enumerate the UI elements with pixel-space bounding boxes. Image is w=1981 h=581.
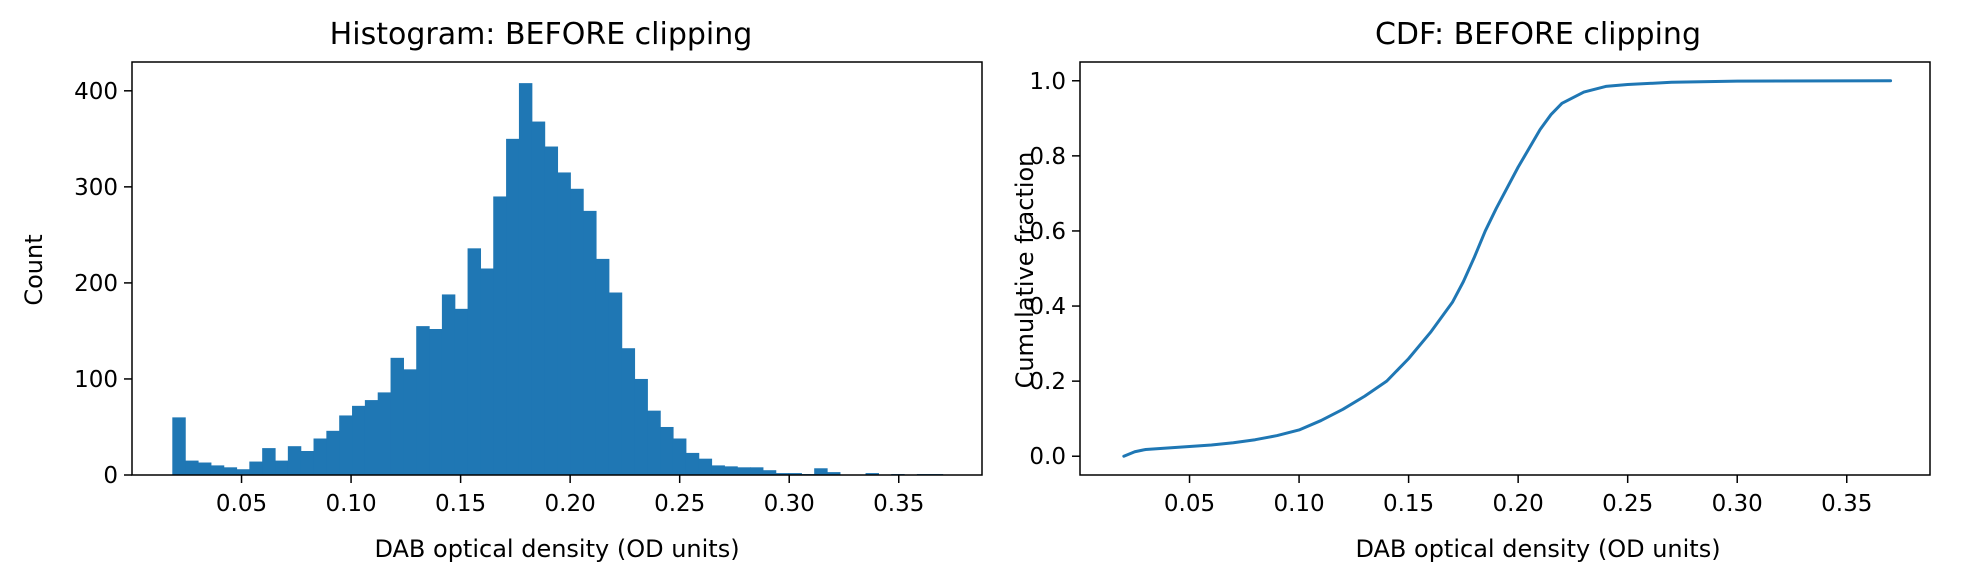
cdf-y-axis-label: Cumulative fraction <box>1011 152 1039 389</box>
histogram-bar <box>865 473 879 475</box>
histogram-bar <box>390 357 404 475</box>
histogram-bar <box>467 248 482 475</box>
histogram-y-tick-label: 0 <box>103 463 118 489</box>
histogram-bar <box>621 348 636 475</box>
histogram-bar <box>634 378 648 475</box>
histogram-bar <box>570 188 584 475</box>
histogram-x-tick-label: 0.05 <box>216 491 267 517</box>
cdf-x-ticks: 0.05 0.10 0.15 0.20 0.25 0.30 0.35 <box>1164 475 1872 517</box>
histogram-x-tick-label: 0.15 <box>435 491 486 517</box>
histogram-bar <box>814 468 828 475</box>
histogram-bar <box>647 410 661 475</box>
histogram-title: Histogram: BEFORE clipping <box>330 17 753 52</box>
histogram-bar <box>698 458 713 475</box>
histogram-y-tick-label: 300 <box>74 175 118 201</box>
cdf-series <box>1122 79 1893 458</box>
histogram-bar <box>223 467 238 475</box>
histogram-bar <box>249 461 263 475</box>
histogram-bars <box>172 83 944 476</box>
cdf-y-tick-label: 0.6 <box>1029 219 1066 245</box>
histogram-bar <box>429 329 443 475</box>
histogram-bar <box>236 469 250 475</box>
histogram-bar <box>557 172 571 475</box>
cdf-y-tick-label: 1.0 <box>1029 69 1066 95</box>
histogram-y-tick-label: 400 <box>74 79 118 105</box>
cdf-x-tick-label: 0.10 <box>1273 491 1324 517</box>
histogram-bar <box>711 465 725 475</box>
cdf-y-tick-label: 0.4 <box>1029 294 1066 320</box>
cdf-x-tick-label: 0.35 <box>1821 491 1872 517</box>
histogram-bar <box>339 415 353 475</box>
histogram-bar <box>185 460 199 475</box>
histogram-x-ticks: 0.05 0.10 0.15 0.20 0.25 0.30 0.35 <box>216 475 924 517</box>
cdf-x-axis-label: DAB optical density (OD units) <box>1355 535 1720 563</box>
histogram-bar <box>454 308 469 475</box>
histogram-bar <box>518 83 533 475</box>
histogram-bar <box>197 462 212 475</box>
histogram-bar <box>583 210 597 476</box>
cdf-title: CDF: BEFORE clipping <box>1375 17 1701 52</box>
histogram-bar <box>210 465 225 475</box>
histogram-bar <box>352 405 366 475</box>
histogram-bar <box>172 417 186 475</box>
histogram-panel: Histogram: BEFORE clipping 0.05 0.10 0.15 0… <box>20 17 983 563</box>
histogram-bar <box>416 326 430 475</box>
histogram-y-ticks: 0 100 200 300 400 <box>74 79 132 489</box>
histogram-bar <box>750 467 764 475</box>
histogram-y-tick-label: 200 <box>74 271 118 297</box>
cdf-y-ticks: 0.0 0.2 0.4 0.6 0.8 1.0 <box>1029 69 1080 470</box>
cdf-y-tick-label: 0.8 <box>1029 144 1066 170</box>
histogram-bar <box>506 138 520 475</box>
cdf-line <box>1122 79 1893 458</box>
cdf-plot-frame <box>1079 61 1931 476</box>
cdf-x-tick-label: 0.05 <box>1164 491 1215 517</box>
histogram-x-tick-label: 0.35 <box>873 491 924 517</box>
histogram-bar <box>775 473 790 475</box>
histogram-bar <box>275 460 289 475</box>
histogram-bar <box>724 466 738 475</box>
histogram-bar <box>608 292 623 475</box>
histogram-bar <box>377 392 392 475</box>
histogram-bar <box>737 467 751 475</box>
histogram-bar <box>300 450 315 475</box>
cdf-x-tick-label: 0.20 <box>1493 491 1544 517</box>
histogram-x-tick-label: 0.30 <box>764 491 815 517</box>
histogram-bar <box>493 196 507 475</box>
histogram-bar <box>403 369 417 475</box>
histogram-y-tick-label: 100 <box>74 367 118 393</box>
histogram-x-tick-label: 0.10 <box>325 491 376 517</box>
histogram-bar <box>788 473 802 475</box>
histogram-bar <box>672 438 687 475</box>
histogram-bar <box>595 258 610 475</box>
cdf-y-tick-label: 0.2 <box>1029 369 1066 395</box>
histogram-bar <box>326 430 340 475</box>
cdf-x-tick-label: 0.15 <box>1383 491 1434 517</box>
histogram-bar <box>313 438 327 475</box>
histogram-bar <box>827 472 841 475</box>
cdf-x-tick-label: 0.30 <box>1712 491 1763 517</box>
histogram-bar <box>364 400 379 475</box>
cdf-y-tick-label: 0.0 <box>1029 444 1066 470</box>
cdf-panel: CDF: BEFORE clipping 0.05 0.10 0.15 0.20 0.2… <box>1011 17 1931 563</box>
histogram-bar <box>262 448 276 475</box>
histogram-plot-frame <box>131 61 983 476</box>
histogram-bar <box>660 426 674 475</box>
histogram-bar <box>762 470 777 475</box>
histogram-x-tick-label: 0.25 <box>654 491 705 517</box>
histogram-bar <box>441 294 456 475</box>
histogram-y-axis-label: Count <box>20 234 48 305</box>
histogram-bar <box>480 268 494 475</box>
histogram-bar <box>287 446 302 475</box>
cdf-x-tick-label: 0.25 <box>1602 491 1653 517</box>
histogram-bar <box>531 121 546 476</box>
histogram-bar <box>544 146 559 475</box>
histogram-bar <box>685 452 700 475</box>
histogram-x-tick-label: 0.20 <box>545 491 596 517</box>
histogram-x-axis-label: DAB optical density (OD units) <box>374 535 739 563</box>
